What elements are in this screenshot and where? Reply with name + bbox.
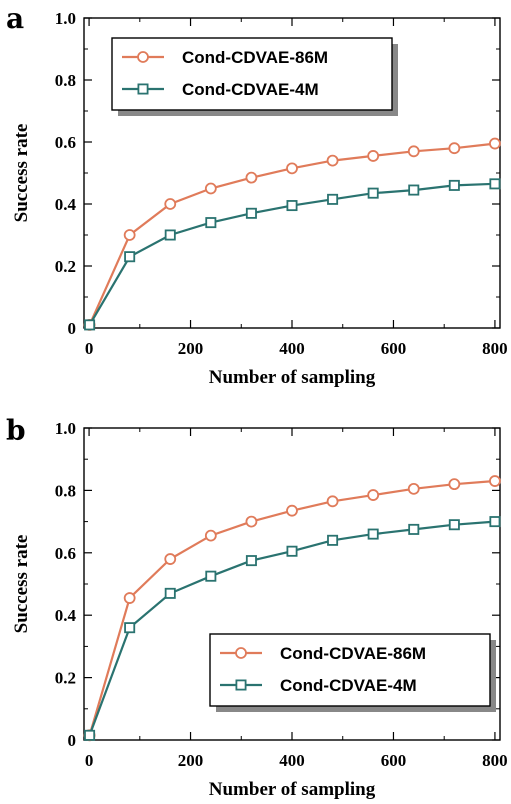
data-point [164,229,176,241]
legend-label: Cond-CDVAE-86M [280,644,426,663]
x-tick-label: 0 [85,751,94,770]
data-point [123,229,136,241]
data-point [489,516,501,528]
x-tick-label: 800 [482,751,508,770]
panel-label: b [6,414,26,447]
legend-marker [235,679,247,691]
data-point [123,592,136,604]
data-point [84,729,96,741]
data-point [489,137,501,150]
data-point [204,182,217,195]
legend-box [111,37,393,111]
y-tick-label: 0.8 [55,71,76,90]
data-point [204,529,217,542]
y-tick-label: 0.8 [55,481,76,500]
data-point [205,217,217,229]
legend-marker [235,647,247,659]
data-point [124,622,136,634]
data-point [408,184,420,196]
y-axis-label: Success rate [11,535,32,634]
y-axis-label: Success rate [11,124,32,223]
data-point [367,187,379,199]
panel-label: a [6,2,24,35]
data-point [245,515,258,528]
data-point [448,478,461,491]
y-tick-label: 0.2 [55,669,76,688]
x-tick-label: 600 [381,751,407,770]
data-point [326,154,339,167]
data-point [327,193,339,205]
data-point [84,319,96,331]
legend-label: Cond-CDVAE-4M [182,80,319,99]
data-point [124,251,136,263]
y-tick-label: 0.4 [55,195,77,214]
y-tick-label: 0 [68,319,77,338]
panel-b: b Success rate Number of sampling 0 200 40… [6,414,508,800]
legend-marker [137,83,149,95]
x-axis-label: Number of sampling [209,367,376,388]
data-point [448,519,460,531]
data-point [286,162,298,175]
x-tick-label: 600 [381,339,407,358]
legend: Cond-CDVAE-86M Cond-CDVAE-4M [111,37,398,116]
data-point [367,489,380,501]
data-point [448,142,461,155]
y-tick-label: 0.6 [55,133,76,152]
panel-a: a Success rate Number of sampling 0 200 40… [6,2,508,388]
data-point [286,504,298,517]
x-tick-label: 400 [279,751,305,770]
data-point [327,534,339,546]
x-tick-label: 0 [85,339,94,358]
data-point [245,171,258,184]
data-point [205,570,217,582]
legend-label: Cond-CDVAE-86M [182,48,328,67]
y-tick-label: 1.0 [55,9,76,28]
y-tick-label: 0.6 [55,544,76,563]
y-tick-label: 0.4 [55,606,77,625]
data-point [367,528,379,540]
data-point [367,150,380,162]
data-point [489,475,501,487]
legend: Cond-CDVAE-86M Cond-CDVAE-4M [209,633,496,712]
x-tick-label: 800 [482,339,508,358]
x-tick-label: 200 [178,751,204,770]
data-point [245,207,257,219]
x-tick-label: 200 [178,339,204,358]
data-point [407,482,420,495]
data-point [408,523,420,535]
data-point [326,495,339,508]
y-tick-label: 0 [68,731,77,750]
data-point [164,553,177,565]
legend-label: Cond-CDVAE-4M [280,676,417,695]
data-point [164,198,177,210]
y-tick-label: 0.2 [55,257,76,276]
data-point [448,179,460,191]
data-point [286,200,298,212]
y-tick-label: 1.0 [55,419,76,438]
data-point [164,587,176,599]
legend-marker [137,51,149,63]
data-point [489,178,501,190]
x-tick-label: 400 [279,339,305,358]
data-point [286,545,298,557]
x-axis-label: Number of sampling [209,779,376,800]
data-point [407,145,420,158]
legend-box [209,633,491,707]
data-point [245,555,257,567]
